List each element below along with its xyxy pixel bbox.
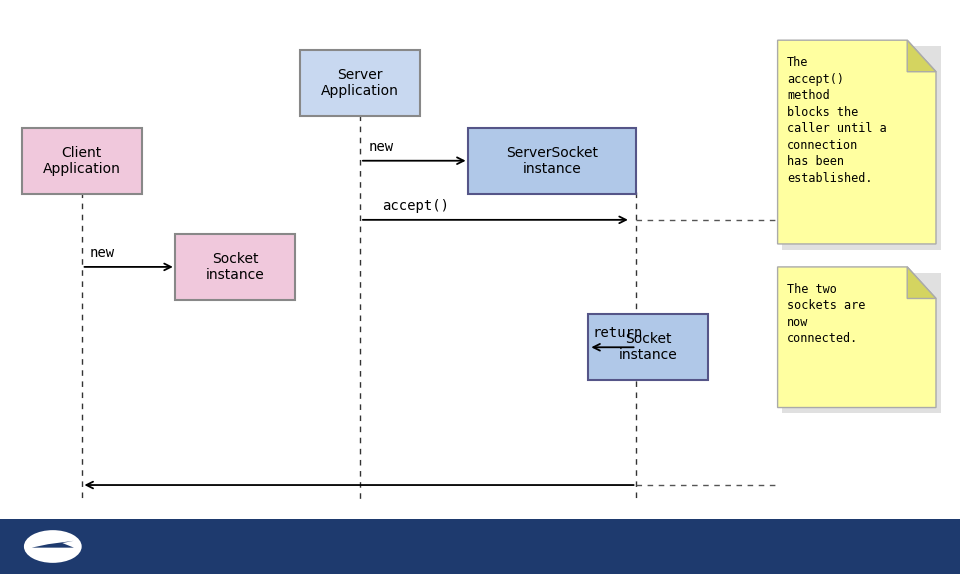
Text: Server
Application: Server Application xyxy=(321,68,399,98)
Polygon shape xyxy=(907,267,936,298)
FancyBboxPatch shape xyxy=(588,315,708,380)
FancyBboxPatch shape xyxy=(300,51,420,116)
Polygon shape xyxy=(778,40,936,244)
Text: Socket
instance: Socket instance xyxy=(618,332,678,362)
Text: The two
sockets are
now
connected.: The two sockets are now connected. xyxy=(787,283,866,346)
Text: ServerSocket
instance: ServerSocket instance xyxy=(506,146,598,176)
Bar xyxy=(782,46,941,250)
Polygon shape xyxy=(907,40,936,72)
Text: new: new xyxy=(89,246,114,260)
Ellipse shape xyxy=(25,531,81,562)
Text: return: return xyxy=(592,327,642,340)
FancyBboxPatch shape xyxy=(22,128,142,194)
Bar xyxy=(782,273,941,413)
Text: new: new xyxy=(369,140,394,154)
Text: Socket
instance: Socket instance xyxy=(205,252,265,282)
FancyBboxPatch shape xyxy=(175,234,296,300)
Text: The
accept()
method
blocks the
caller until a
connection
has been
established.: The accept() method blocks the caller un… xyxy=(787,56,887,185)
Text: Client
Application: Client Application xyxy=(42,146,121,176)
Polygon shape xyxy=(32,541,74,548)
FancyBboxPatch shape xyxy=(468,128,636,194)
Polygon shape xyxy=(778,267,936,408)
Text: accept(): accept() xyxy=(382,199,448,213)
Bar xyxy=(0,519,960,574)
